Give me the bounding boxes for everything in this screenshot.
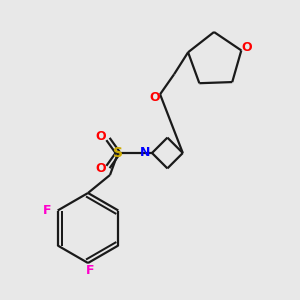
Text: N: N (140, 146, 150, 160)
Text: O: O (96, 130, 106, 143)
Text: O: O (96, 163, 106, 176)
Text: O: O (241, 41, 252, 54)
Text: S: S (113, 146, 123, 160)
Text: F: F (42, 204, 51, 217)
Text: O: O (150, 91, 160, 104)
Text: F: F (86, 265, 94, 278)
